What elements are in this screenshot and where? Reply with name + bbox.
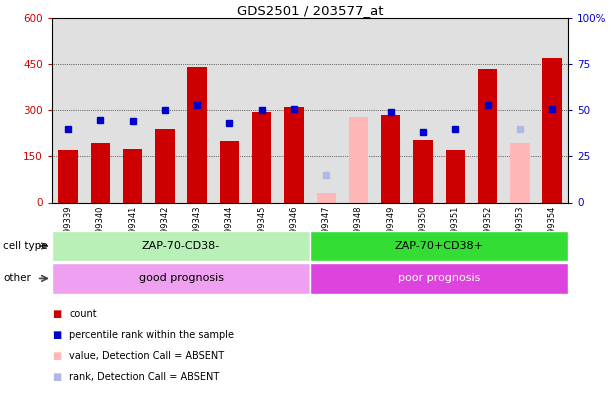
Bar xyxy=(445,150,465,202)
Bar xyxy=(503,18,536,202)
Bar xyxy=(148,18,181,202)
Bar xyxy=(59,150,78,202)
Bar xyxy=(52,18,84,202)
Text: value, Detection Call = ABSENT: value, Detection Call = ABSENT xyxy=(69,351,224,361)
Text: count: count xyxy=(69,309,97,319)
Text: ZAP-70-CD38-: ZAP-70-CD38- xyxy=(142,241,220,251)
Bar xyxy=(536,18,568,202)
Bar xyxy=(246,18,278,202)
Bar xyxy=(310,263,568,294)
Bar xyxy=(278,18,310,202)
Bar xyxy=(52,263,310,294)
Text: poor prognosis: poor prognosis xyxy=(398,273,480,283)
Bar xyxy=(123,149,142,202)
Bar xyxy=(543,58,562,202)
Bar xyxy=(381,115,400,202)
Bar xyxy=(188,67,207,202)
Text: ■: ■ xyxy=(52,309,61,319)
Bar xyxy=(310,18,342,202)
Bar xyxy=(117,18,148,202)
Bar xyxy=(310,231,568,261)
Bar xyxy=(472,18,503,202)
Bar xyxy=(52,231,310,261)
Bar xyxy=(478,69,497,202)
Text: ■: ■ xyxy=(52,351,61,361)
Bar xyxy=(414,140,433,202)
Title: GDS2501 / 203577_at: GDS2501 / 203577_at xyxy=(237,4,383,17)
Text: ■: ■ xyxy=(52,330,61,340)
Bar xyxy=(181,18,213,202)
Text: cell type: cell type xyxy=(3,241,48,251)
Bar xyxy=(90,143,110,202)
Text: percentile rank within the sample: percentile rank within the sample xyxy=(69,330,234,340)
Text: rank, Detection Call = ABSENT: rank, Detection Call = ABSENT xyxy=(69,372,219,382)
Bar xyxy=(284,107,304,202)
Bar xyxy=(220,141,239,202)
Bar xyxy=(439,18,472,202)
Bar xyxy=(349,117,368,202)
Bar xyxy=(375,18,407,202)
Bar xyxy=(342,18,375,202)
Text: ■: ■ xyxy=(52,372,61,382)
Bar xyxy=(407,18,439,202)
Bar xyxy=(316,193,336,202)
Text: good prognosis: good prognosis xyxy=(139,273,224,283)
Bar xyxy=(510,143,530,202)
Bar xyxy=(84,18,117,202)
Text: ZAP-70+CD38+: ZAP-70+CD38+ xyxy=(395,241,484,251)
Bar xyxy=(252,112,271,202)
Bar xyxy=(155,129,175,202)
Text: other: other xyxy=(3,273,31,283)
Bar xyxy=(213,18,246,202)
